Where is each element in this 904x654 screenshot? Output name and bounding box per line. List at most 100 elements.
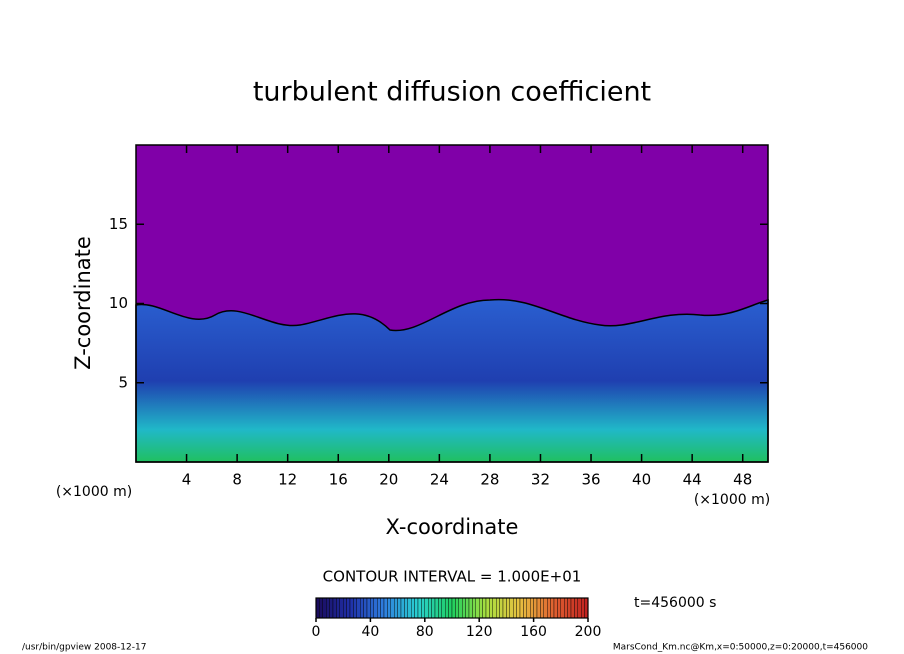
colorbar-stripe	[557, 597, 562, 619]
colorbar-stripe	[438, 597, 442, 619]
colorbar-stripe	[560, 597, 565, 619]
x-tick-label: 20	[379, 471, 398, 489]
colorbar-stripe	[434, 597, 439, 619]
colorbar-stripe	[567, 597, 572, 619]
colorbar-tick-label: 120	[466, 624, 493, 640]
colorbar-stripe	[319, 597, 323, 619]
x-tick-label: 8	[232, 471, 242, 489]
colorbar-stripe	[526, 597, 531, 619]
colorbar-stripe	[363, 597, 368, 619]
colorbar-stripe	[400, 597, 405, 619]
colorbar-stripe	[533, 597, 538, 619]
x-tick-label: 16	[329, 471, 348, 489]
colorbar-stripe	[417, 597, 422, 619]
colorbar-stripe	[373, 597, 378, 619]
colorbar-stripe	[523, 597, 528, 619]
colorbar-stripe	[329, 597, 334, 619]
colorbar-stripe	[553, 597, 558, 619]
colorbar-tick-label: 80	[416, 624, 434, 640]
footer-left: /usr/bin/gpview 2008-12-17	[22, 643, 146, 653]
x-tick-label: 48	[733, 471, 752, 489]
x-tick-label: 28	[480, 471, 499, 489]
field-lower-region	[135, 298, 769, 463]
colorbar-stripe	[492, 597, 497, 619]
colorbar-stripe	[343, 597, 347, 619]
colorbar-stripe	[462, 597, 466, 619]
colorbar-stripe	[407, 597, 412, 619]
colorbar-stripe	[502, 597, 507, 619]
colorbar-stripe	[411, 597, 415, 619]
colorbar-stripe	[479, 597, 483, 619]
chart-title: turbulent diffusion coefficient	[253, 77, 651, 108]
colorbar-stripe	[482, 597, 487, 619]
colorbar-stripe	[356, 597, 361, 619]
colorbar-tick-label: 160	[520, 624, 547, 640]
colorbar-tick-label: 200	[575, 624, 602, 640]
time-label: t=456000 s	[634, 595, 716, 611]
colorbar-stripe	[465, 597, 470, 619]
colorbar-stripe	[377, 597, 381, 619]
x-tick-label: 32	[531, 471, 550, 489]
contour-interval: CONTOUR INTERVAL = 1.000E+01	[323, 568, 582, 586]
y-tick-label: 10	[109, 294, 128, 312]
colorbar-stripe	[366, 597, 371, 619]
x-unit-left: (×1000 m)	[56, 484, 132, 500]
colorbar-stripe	[513, 597, 517, 619]
x-axis-label: X-coordinate	[386, 515, 519, 539]
colorbar-stripe	[540, 597, 545, 619]
colorbar-stripe	[570, 597, 575, 619]
x-tick-label: 36	[581, 471, 600, 489]
colorbar-stripe	[404, 597, 408, 619]
x-tick-label: 24	[430, 471, 449, 489]
colorbar-stripe	[564, 597, 568, 619]
colorbar-stripe	[380, 597, 385, 619]
colorbar-stripe	[441, 597, 446, 619]
colorbar-stripe	[421, 597, 425, 619]
colorbar-stripe	[414, 597, 419, 619]
colorbar-stripe	[536, 597, 541, 619]
footer-right: MarsCond_Km.nc@Km,x=0:50000,z=0:20000,t=…	[613, 643, 868, 653]
colorbar-stripe	[499, 597, 504, 619]
colorbar-stripe	[530, 597, 534, 619]
colorbar-stripe	[451, 597, 456, 619]
colorbar-stripe	[489, 597, 493, 619]
colorbar-stripe	[390, 597, 395, 619]
y-axis-label: Z-coordinate	[71, 236, 95, 370]
x-tick-label: 12	[278, 471, 297, 489]
colorbar-stripe	[581, 597, 585, 619]
colorbar-stripe	[509, 597, 514, 619]
colorbar-stripe	[468, 597, 473, 619]
colorbar-stripe	[574, 597, 579, 619]
colorbar-stripe	[387, 597, 391, 619]
colorbar-stripe	[383, 597, 388, 619]
colorbar-stripe	[431, 597, 436, 619]
colorbar-stripe	[428, 597, 432, 619]
colorbar-stripe	[353, 597, 357, 619]
colorbar-tick-label: 40	[361, 624, 379, 640]
colorbar-stripe	[397, 597, 402, 619]
colorbar-stripe	[448, 597, 453, 619]
colorbar-stripe	[336, 597, 340, 619]
colorbar-stripe	[332, 597, 337, 619]
colorbar-stripe	[322, 597, 327, 619]
colorbar-stripe	[349, 597, 354, 619]
colorbar-stripe	[506, 597, 510, 619]
colorbar-stripe	[519, 597, 524, 619]
y-tick-label: 5	[118, 373, 128, 391]
colorbar-stripe	[550, 597, 555, 619]
colorbar-stripe	[360, 597, 364, 619]
colorbar-stripe	[475, 597, 480, 619]
colorbar-stripe	[485, 597, 490, 619]
x-unit-right: (×1000 m)	[694, 492, 770, 508]
colorbar-stripe	[496, 597, 500, 619]
colorbar-stripe	[455, 597, 459, 619]
y-tick-label: 15	[109, 215, 128, 233]
x-tick-label: 40	[632, 471, 651, 489]
colorbar-stripe	[326, 597, 330, 619]
colorbar-stripe	[543, 597, 548, 619]
x-tick-label: 4	[182, 471, 192, 489]
colorbar-frame	[315, 597, 589, 619]
colorbar-stripe	[516, 597, 521, 619]
colorbar-stripe	[370, 597, 374, 619]
